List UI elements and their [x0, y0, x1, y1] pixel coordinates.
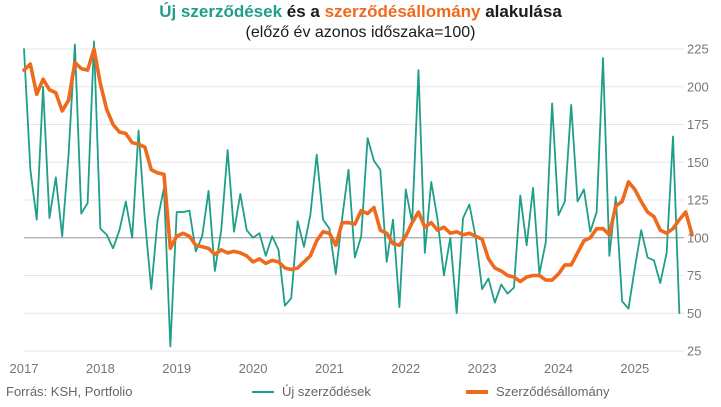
y-tick-label-150: 150: [687, 155, 709, 170]
legend-swatch-portfolio: [466, 389, 488, 394]
title-portfolio: szerződésállomány: [324, 2, 481, 21]
x-tick-label-2020: 2020: [239, 361, 268, 376]
x-axis-ticks: 2017 2018 2019 2020 2021 2022 2023 2024 2025: [10, 361, 650, 376]
y-axis-ticks: 25 50 75 100 125 150 175 200 225: [687, 42, 709, 359]
source-note: Forrás: KSH, Portfolio: [6, 384, 133, 399]
x-tick-label-2022: 2022: [391, 361, 420, 376]
y-tick-label-75: 75: [687, 268, 701, 283]
legend-swatch-new-contracts: [252, 390, 274, 393]
legend-item-portfolio: Szerződésállomány: [466, 384, 609, 399]
legend-label-portfolio: Szerződésállomány: [496, 384, 610, 399]
y-tick-label-25: 25: [687, 344, 701, 359]
x-tick-label-2019: 2019: [162, 361, 191, 376]
y-tick-label-175: 175: [687, 117, 709, 132]
chart-title: Új szerződések és a szerződésállomány al…: [0, 2, 721, 22]
y-tick-label-200: 200: [687, 79, 709, 94]
legend-label-new-contracts: Új szerződések: [282, 384, 371, 399]
chart-subtitle: (előző év azonos időszaka=100): [245, 24, 476, 41]
x-tick-label-2024: 2024: [544, 361, 573, 376]
x-tick-label-2017: 2017: [10, 361, 39, 376]
title-connector: és a: [282, 2, 325, 21]
title-suffix: alakulása: [480, 2, 562, 21]
series-line-new-contracts: [23, 40, 681, 348]
title-new-contracts: Új szerződések: [159, 2, 283, 21]
x-tick-label-2021: 2021: [315, 361, 344, 376]
legend-item-new-contracts: Új szerződések: [252, 384, 371, 399]
x-tick-label-2018: 2018: [86, 361, 115, 376]
series-layer: [22, 40, 694, 348]
y-tick-label-225: 225: [687, 42, 709, 57]
y-tick-label-50: 50: [687, 306, 701, 321]
y-tick-label-125: 125: [687, 193, 709, 208]
series-line-portfolio: [22, 47, 694, 284]
x-tick-label-2023: 2023: [468, 361, 497, 376]
y-tick-label-100: 100: [687, 230, 709, 245]
x-tick-label-2025: 2025: [620, 361, 649, 376]
